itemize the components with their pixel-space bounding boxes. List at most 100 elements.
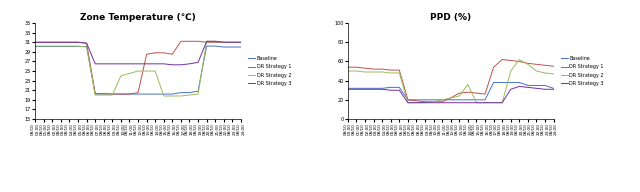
DR Strategy 3 — [464, 102, 472, 104]
DR Strategy 2 — [186, 94, 193, 96]
DR Strategy 3 — [421, 102, 429, 104]
DR Strategy 1 — [74, 41, 82, 43]
DR Strategy 3 — [109, 63, 116, 65]
DR Strategy 2 — [117, 75, 125, 77]
DR Strategy 3 — [143, 63, 150, 65]
DR Strategy 2 — [447, 97, 454, 99]
DR Strategy 2 — [370, 71, 378, 73]
DR Strategy 2 — [456, 95, 463, 97]
Baseline — [31, 45, 39, 48]
DR Strategy 1 — [353, 66, 360, 68]
DR Strategy 1 — [515, 60, 523, 63]
DR Strategy 3 — [117, 63, 125, 65]
DR Strategy 1 — [66, 41, 74, 43]
DR Strategy 2 — [438, 99, 446, 101]
DR Strategy 2 — [404, 102, 412, 104]
DR Strategy 1 — [524, 62, 532, 65]
DR Strategy 1 — [387, 69, 395, 71]
DR Strategy 2 — [66, 45, 74, 47]
DR Strategy 1 — [499, 58, 506, 61]
Baseline — [499, 81, 506, 84]
DR Strategy 3 — [515, 85, 523, 88]
DR Strategy 2 — [177, 95, 185, 97]
Title: PPD (%): PPD (%) — [430, 13, 471, 22]
Line: Baseline: Baseline — [348, 83, 554, 100]
DR Strategy 3 — [160, 63, 168, 65]
DR Strategy 2 — [125, 72, 133, 74]
DR Strategy 3 — [396, 89, 403, 91]
DR Strategy 1 — [100, 92, 108, 95]
Baseline — [194, 90, 202, 92]
DR Strategy 1 — [344, 66, 352, 68]
DR Strategy 3 — [49, 41, 56, 43]
Baseline — [186, 91, 193, 94]
DR Strategy 1 — [464, 91, 472, 93]
DR Strategy 2 — [134, 70, 142, 72]
Baseline — [92, 93, 99, 95]
DR Strategy 2 — [211, 40, 219, 42]
Baseline — [83, 45, 90, 48]
DR Strategy 1 — [220, 41, 228, 43]
DR Strategy 1 — [57, 41, 65, 43]
Baseline — [109, 93, 116, 95]
DR Strategy 1 — [430, 101, 438, 103]
Line: DR Strategy 1: DR Strategy 1 — [35, 41, 241, 94]
DR Strategy 2 — [83, 46, 90, 48]
Baseline — [532, 84, 540, 87]
DR Strategy 1 — [532, 63, 540, 65]
DR Strategy 3 — [430, 102, 438, 104]
DR Strategy 2 — [237, 41, 244, 43]
DR Strategy 2 — [143, 70, 150, 72]
Line: DR Strategy 2: DR Strategy 2 — [348, 60, 554, 103]
DR Strategy 3 — [203, 40, 211, 42]
DR Strategy 1 — [177, 40, 185, 42]
DR Strategy 1 — [447, 97, 454, 99]
Baseline — [160, 93, 168, 95]
DR Strategy 2 — [507, 70, 515, 72]
DR Strategy 2 — [550, 73, 557, 75]
DR Strategy 1 — [211, 41, 219, 43]
DR Strategy 2 — [532, 70, 540, 72]
Baseline — [344, 87, 352, 89]
DR Strategy 1 — [109, 93, 116, 95]
DR Strategy 2 — [499, 102, 506, 104]
Baseline — [151, 93, 159, 95]
Baseline — [220, 46, 228, 48]
DR Strategy 2 — [421, 102, 429, 104]
Baseline — [361, 87, 369, 89]
Baseline — [143, 93, 150, 95]
DR Strategy 1 — [361, 67, 369, 69]
DR Strategy 3 — [228, 41, 236, 43]
DR Strategy 1 — [186, 40, 193, 42]
Baseline — [228, 46, 236, 48]
Baseline — [134, 93, 142, 95]
DR Strategy 1 — [143, 53, 150, 55]
DR Strategy 1 — [490, 66, 497, 68]
DR Strategy 3 — [177, 64, 185, 66]
DR Strategy 2 — [203, 40, 211, 42]
DR Strategy 1 — [168, 53, 176, 55]
DR Strategy 2 — [515, 58, 523, 61]
Baseline — [353, 87, 360, 89]
DR Strategy 3 — [447, 102, 454, 104]
Line: DR Strategy 2: DR Strategy 2 — [35, 41, 241, 96]
DR Strategy 1 — [472, 92, 480, 94]
DR Strategy 1 — [194, 40, 202, 42]
Baseline — [430, 99, 438, 101]
DR Strategy 3 — [387, 89, 395, 91]
DR Strategy 2 — [100, 94, 108, 96]
DR Strategy 2 — [160, 95, 168, 97]
DR Strategy 2 — [490, 102, 497, 104]
Baseline — [370, 87, 378, 89]
DR Strategy 2 — [220, 41, 228, 43]
DR Strategy 3 — [66, 41, 74, 43]
Baseline — [74, 45, 82, 48]
Baseline — [168, 93, 176, 95]
Baseline — [413, 99, 420, 101]
DR Strategy 2 — [378, 71, 386, 73]
DR Strategy 3 — [550, 88, 557, 90]
Baseline — [524, 84, 532, 87]
DR Strategy 1 — [160, 52, 168, 54]
DR Strategy 2 — [168, 95, 176, 97]
DR Strategy 3 — [481, 102, 489, 104]
